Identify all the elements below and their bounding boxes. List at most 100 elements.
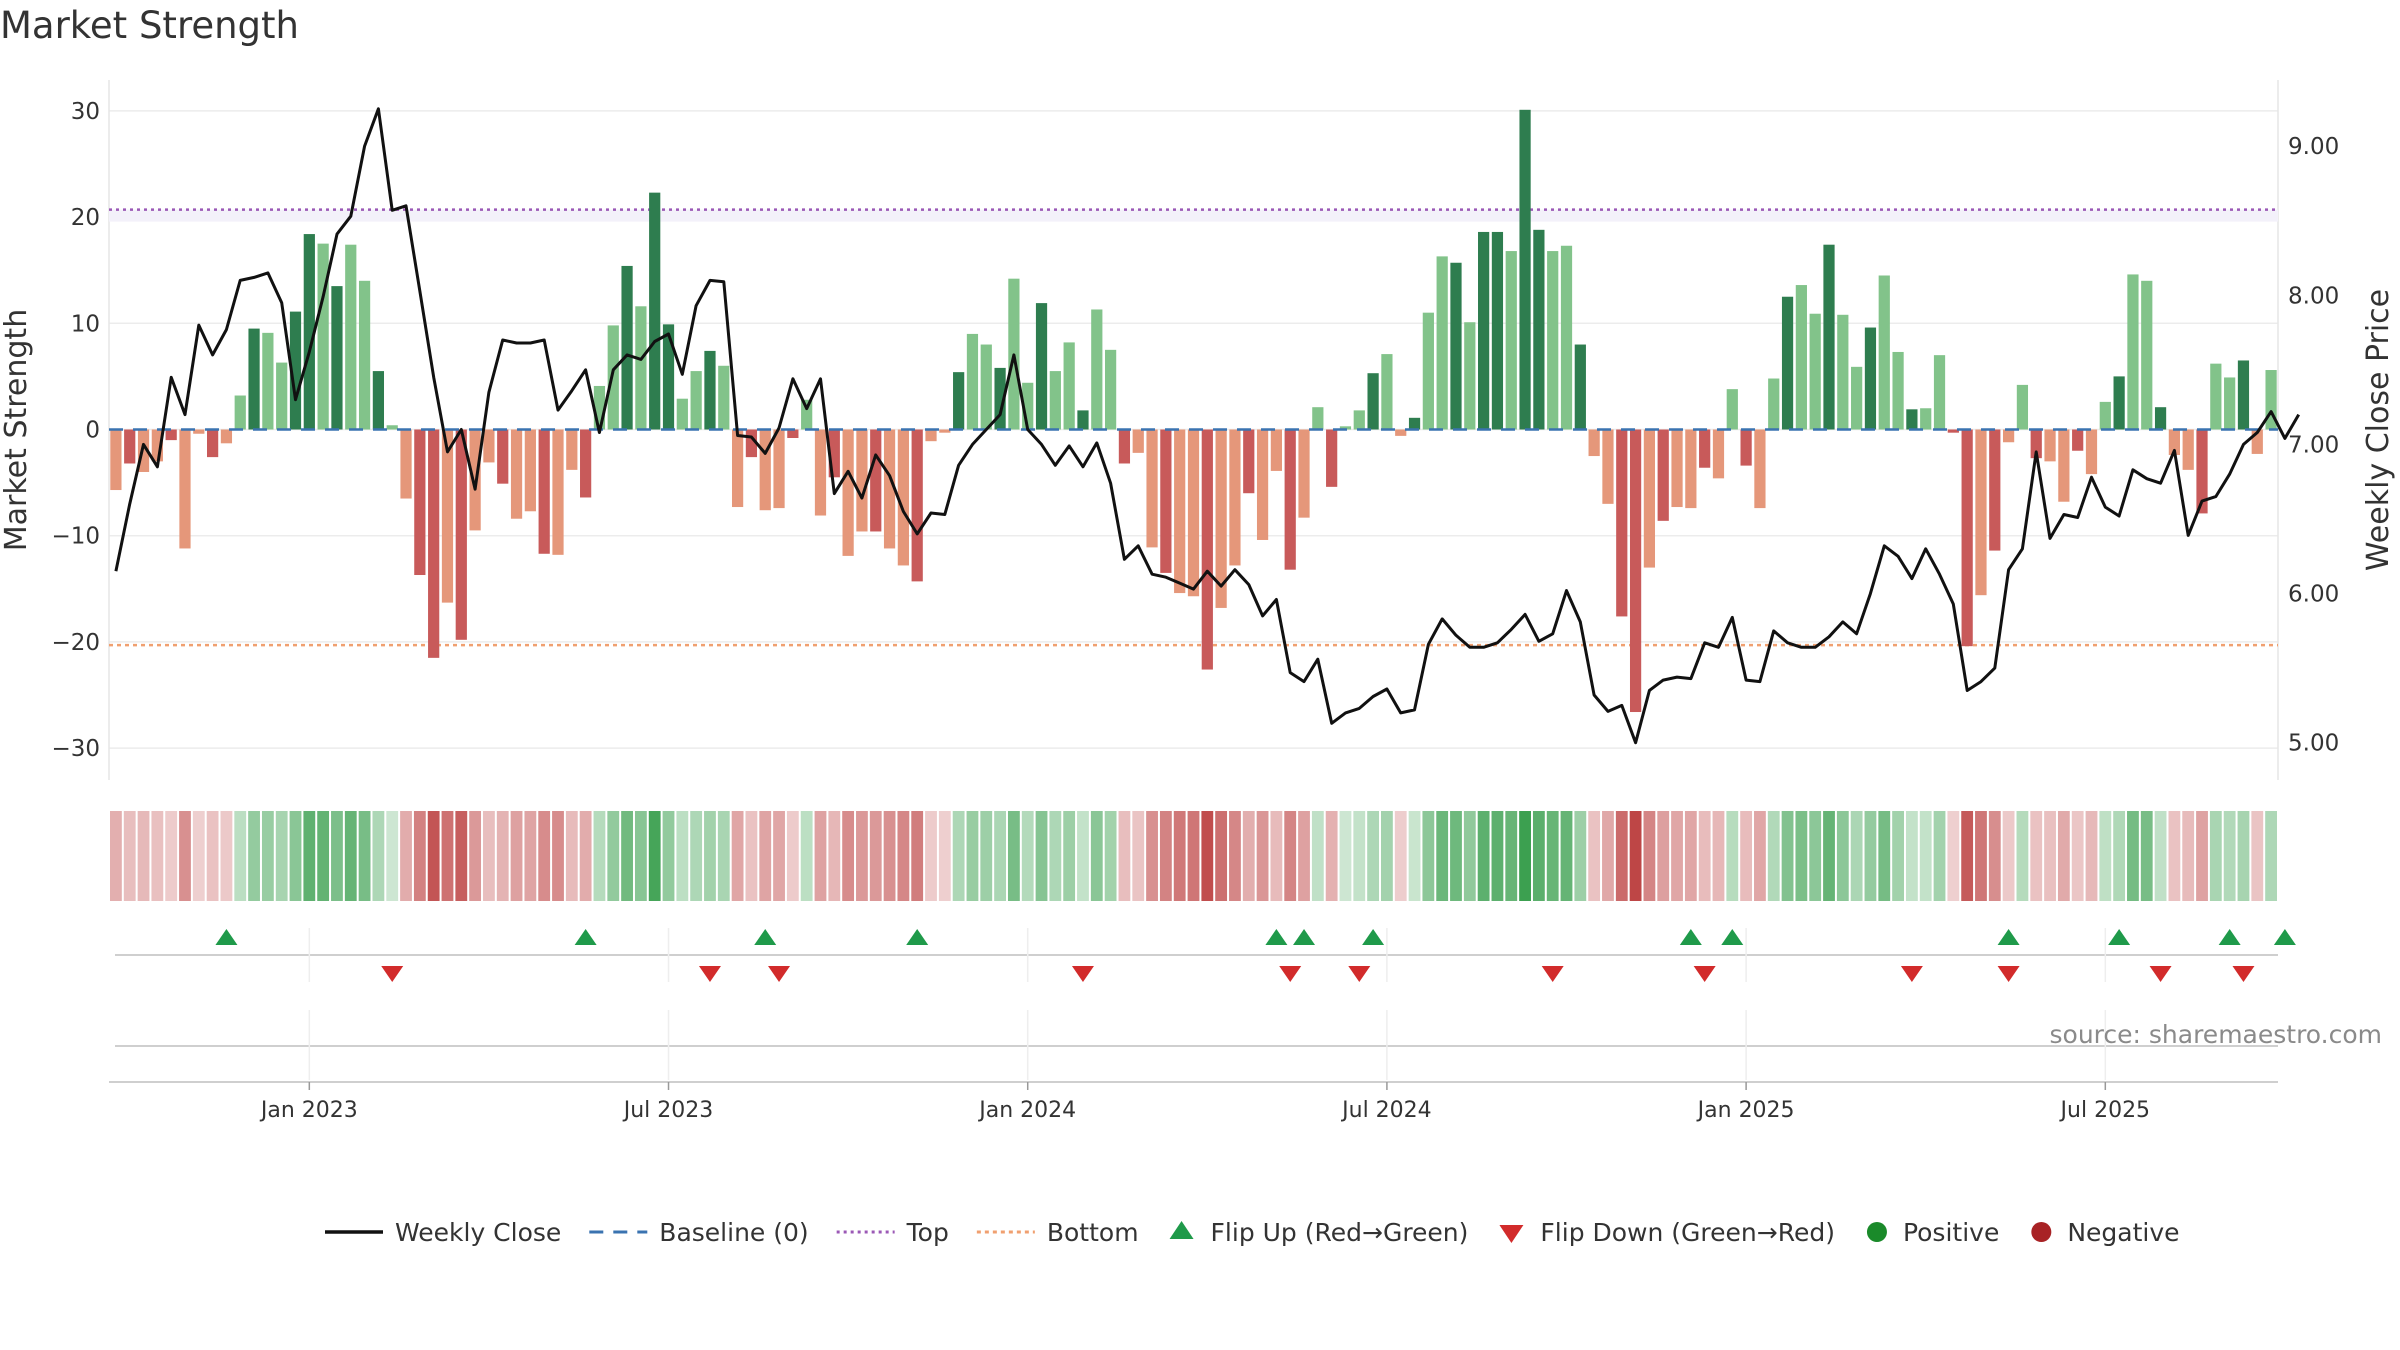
legend-negative-icon [2031,1222,2052,1242]
strength-bar [897,429,909,566]
heat-cell [579,811,592,901]
heat-cell [2182,811,2195,901]
strength-bar [2141,280,2153,430]
legend-label: Baseline (0) [659,1218,808,1247]
x-tick-label: Jan 2024 [977,1098,1076,1123]
heat-cell [1781,811,1794,901]
strength-bar [1132,429,1144,453]
strength-bar [2058,429,2070,502]
strength-bar [704,350,716,430]
heat-cell [1256,811,1269,901]
strength-bar [1837,314,1849,430]
strength-bar [1091,309,1103,430]
strength-bar [179,429,191,549]
strength-bar [1298,429,1310,518]
heat-cell [1546,811,1559,901]
heat-cell [538,811,551,901]
strength-bar [2127,274,2139,430]
heat-cell [1187,811,1200,901]
heat-cell [856,811,868,901]
strength-bar [2265,370,2277,430]
heat-cell [897,811,910,901]
flip-down-marker [1279,966,1302,982]
legend-item: Baseline (0) [589,1218,809,1247]
strength-bar [1975,429,1987,596]
flip-up-marker [1721,929,1744,945]
strength-bar [1077,410,1089,430]
strength-bar [1422,312,1434,430]
strength-bar [1312,407,1324,430]
heat-cell [704,811,716,901]
x-axis: Jan 2023 Jul 2023 Jan 2024 Jul 2024 Jan 2025… [259,1082,2150,1123]
flip-up-marker [1293,929,1316,945]
left-tick-label: 0 [85,418,100,444]
strength-bar [1657,429,1669,521]
right-tick-label: 6.00 [2288,582,2339,608]
heat-cell [1947,811,1960,901]
heat-cell [1339,811,1352,901]
heat-cell [2002,811,2015,901]
strength-bar [2030,429,2042,459]
heat-cell [1712,811,1725,901]
heat-cell [648,811,661,901]
heat-cell [966,811,979,901]
heat-cell [925,811,937,901]
strength-bar [2085,429,2098,475]
heat-cell [607,811,620,901]
strength-bar [1353,410,1365,430]
legend-item: Flip Down (Green→Red) [1499,1218,1835,1247]
heat-cell [1560,811,1573,901]
heat-cell [1325,811,1338,901]
strength-bar [580,429,592,498]
legend-item: Negative [2031,1218,2180,1247]
strength-bar [303,234,315,430]
strength-bar [1201,429,1213,670]
legend-item: Bottom [976,1218,1139,1247]
strength-bar [552,429,564,555]
heat-cell [1836,811,1849,901]
strength-bar [1851,366,1863,430]
flip-down-marker [1900,966,1923,982]
flip-down-marker [1348,966,1371,982]
heat-cell [386,811,399,901]
heat-cell [1850,811,1863,901]
heat-cell [303,811,316,901]
legend-label: Top [906,1218,949,1247]
flip-down-marker [381,966,404,982]
heat-cell [1353,811,1366,901]
strength-bar [2210,363,2222,430]
heat-cell [1077,811,1089,901]
heat-cell [1381,811,1393,901]
strength-bar [1947,429,1959,433]
heat-cell [441,811,454,901]
strength-bar [193,429,205,434]
flip-up-marker [574,929,597,945]
heat-cell [1007,811,1020,901]
heat-cell [1988,811,2001,901]
heat-cell [2209,811,2222,901]
strength-bar [317,243,329,430]
heat-cell [869,811,882,901]
strength-bar [2182,429,2194,470]
x-tick-label: Jan 2025 [1696,1098,1795,1123]
heat-cell [1754,811,1766,901]
strength-bar [1809,313,1821,430]
heat-cell [1090,811,1103,901]
strength-bar [1864,327,1877,430]
strength-bar [1781,296,1794,430]
heat-cell [1643,811,1656,901]
strength-bar [690,371,702,430]
heat-cell [2113,811,2126,901]
heat-cell [1933,811,1946,901]
heat-cell [731,811,744,901]
strength-bar [1699,429,1711,468]
strength-bar [787,429,799,438]
strength-bar [524,429,536,512]
heat-cell [952,811,965,901]
strength-bar [2099,401,2111,430]
strength-bar [1740,429,1752,466]
strength-bar [1326,429,1338,487]
heat-cell [2237,811,2250,901]
heat-cell [2057,811,2070,901]
heat-cell [1878,811,1891,901]
